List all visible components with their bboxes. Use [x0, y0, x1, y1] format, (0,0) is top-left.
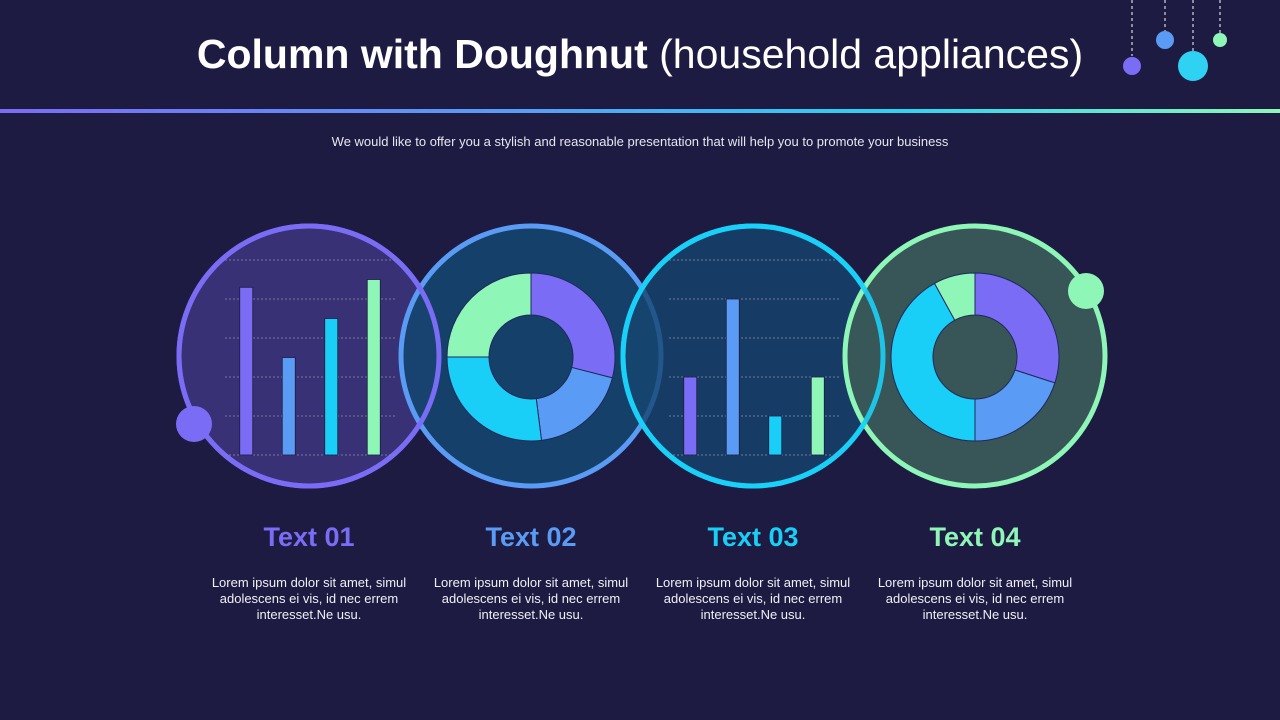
doughnut-chart-4 [890, 272, 1060, 442]
card-title-4: Text 04 [929, 522, 1021, 552]
bar [683, 376, 698, 456]
card-body-1: Lorem ipsum dolor sit amet, simul adoles… [211, 575, 407, 622]
ring-3 [620, 223, 886, 489]
bar [366, 279, 381, 456]
slide-title: Column with Doughnut (household applianc… [0, 28, 1280, 80]
ornament-dot [1123, 57, 1141, 75]
ring-1 [176, 223, 442, 489]
doughnut-slice [446, 356, 543, 442]
ornament-dot [1156, 31, 1174, 49]
bar [810, 376, 825, 456]
card-body-2: Lorem ipsum dolor sit amet, simul adoles… [433, 575, 629, 622]
doughnut-slice [890, 282, 976, 442]
bar [768, 415, 783, 456]
panel-circle-4 [842, 223, 1108, 489]
bar-chart-1 [225, 259, 395, 456]
doughnut-chart-2 [446, 272, 616, 442]
bar [725, 298, 740, 456]
card-title-3: Text 03 [707, 522, 799, 552]
ring-accent-dot-1 [176, 406, 212, 442]
bar-chart-3 [669, 259, 839, 456]
card-title-2: Text 02 [485, 522, 577, 552]
card-body-4: Lorem ipsum dolor sit amet, simul adoles… [877, 575, 1073, 622]
doughnut-slice [933, 272, 976, 321]
subtitle: We would like to offer you a stylish and… [331, 134, 949, 149]
bar [281, 357, 296, 456]
ornament-dot [1178, 51, 1208, 81]
title-divider [0, 109, 1280, 113]
title-light: (household appliances) [659, 31, 1084, 77]
card-title-1: Text 01 [263, 522, 355, 552]
doughnut-slice [446, 272, 532, 358]
title-bold: Column with Doughnut [196, 31, 648, 77]
bar [239, 286, 254, 456]
ornament-dot [1213, 33, 1227, 47]
bar [324, 318, 339, 456]
ring-accent-dot-4 [1068, 273, 1104, 309]
hanging-ornaments [1123, 0, 1227, 81]
doughnut-slice [974, 272, 1060, 384]
doughnut-slice [530, 272, 616, 379]
card-body-3: Lorem ipsum dolor sit amet, simul adoles… [655, 575, 851, 622]
